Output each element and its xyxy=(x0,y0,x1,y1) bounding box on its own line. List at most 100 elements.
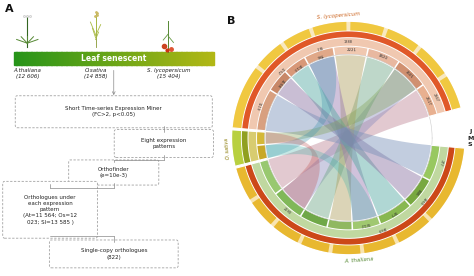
Bar xyxy=(36,52,39,65)
Bar xyxy=(86,52,89,65)
Bar xyxy=(114,52,117,65)
Bar xyxy=(164,52,167,65)
Text: 1460: 1460 xyxy=(418,195,427,205)
Bar xyxy=(201,52,204,65)
Polygon shape xyxy=(246,147,455,245)
Polygon shape xyxy=(283,29,311,49)
Text: S: S xyxy=(468,142,472,147)
Bar xyxy=(184,52,187,65)
Bar xyxy=(179,52,182,65)
Polygon shape xyxy=(232,130,244,166)
Bar xyxy=(91,52,94,65)
Polygon shape xyxy=(278,78,421,198)
Polygon shape xyxy=(423,145,439,179)
Bar xyxy=(49,52,52,65)
Polygon shape xyxy=(248,131,259,162)
Bar xyxy=(121,52,124,65)
Polygon shape xyxy=(271,72,290,94)
Polygon shape xyxy=(257,145,267,160)
Bar xyxy=(44,52,46,65)
Polygon shape xyxy=(426,147,464,219)
Polygon shape xyxy=(233,68,263,129)
FancyBboxPatch shape xyxy=(3,181,97,238)
Bar xyxy=(106,52,109,65)
Text: 5212: 5212 xyxy=(360,221,370,227)
Polygon shape xyxy=(252,146,448,238)
Polygon shape xyxy=(364,236,396,253)
Bar xyxy=(119,52,122,65)
Text: A.thaliana
(12 606): A.thaliana (12 606) xyxy=(13,68,41,79)
Polygon shape xyxy=(242,131,251,164)
Polygon shape xyxy=(301,210,328,227)
Bar xyxy=(21,52,24,65)
Polygon shape xyxy=(378,200,410,223)
Bar xyxy=(18,52,22,65)
Text: 277: 277 xyxy=(438,159,444,167)
Bar xyxy=(126,52,129,65)
Bar xyxy=(151,52,154,65)
Bar xyxy=(81,52,84,65)
Bar xyxy=(196,52,199,65)
Bar xyxy=(199,52,202,65)
Bar xyxy=(169,52,172,65)
Polygon shape xyxy=(265,132,320,208)
Bar xyxy=(209,52,212,65)
Polygon shape xyxy=(249,38,445,130)
Polygon shape xyxy=(265,69,415,144)
Bar xyxy=(141,52,144,65)
Polygon shape xyxy=(276,190,304,216)
Text: S. lycopersicum: S. lycopersicum xyxy=(316,12,360,20)
Bar xyxy=(64,52,67,65)
Bar xyxy=(26,52,29,65)
Text: J: J xyxy=(469,129,471,134)
Polygon shape xyxy=(266,95,431,176)
Bar xyxy=(182,52,184,65)
Text: O.sativa
(14 858): O.sativa (14 858) xyxy=(84,68,107,79)
Bar xyxy=(166,52,169,65)
Bar xyxy=(124,52,127,65)
Polygon shape xyxy=(236,147,464,254)
Polygon shape xyxy=(257,91,277,131)
Polygon shape xyxy=(274,220,301,242)
Polygon shape xyxy=(385,29,418,52)
Bar xyxy=(134,52,137,65)
Bar xyxy=(51,52,54,65)
Bar xyxy=(204,52,207,65)
Text: Eight expression
patterns: Eight expression patterns xyxy=(141,138,186,149)
Bar xyxy=(191,52,194,65)
Polygon shape xyxy=(268,91,428,188)
Bar xyxy=(156,52,159,65)
Polygon shape xyxy=(367,49,398,68)
Polygon shape xyxy=(306,57,393,218)
Text: 2517: 2517 xyxy=(424,96,432,106)
FancyBboxPatch shape xyxy=(114,129,213,157)
Bar xyxy=(116,52,119,65)
Polygon shape xyxy=(252,198,276,224)
Polygon shape xyxy=(439,76,461,110)
Bar xyxy=(61,52,64,65)
Bar xyxy=(176,52,179,65)
Text: 1119: 1119 xyxy=(255,100,262,110)
Bar xyxy=(161,52,164,65)
Polygon shape xyxy=(395,62,422,89)
Text: 1198: 1198 xyxy=(276,78,285,88)
Bar xyxy=(131,52,134,65)
Polygon shape xyxy=(328,220,352,229)
Polygon shape xyxy=(283,69,415,208)
Text: 2367: 2367 xyxy=(432,92,439,102)
Text: S. lycopersicum
(15 404): S. lycopersicum (15 404) xyxy=(146,68,190,79)
Text: 1513: 1513 xyxy=(292,63,302,72)
Polygon shape xyxy=(301,236,330,252)
Polygon shape xyxy=(266,145,377,221)
Text: 1501: 1501 xyxy=(404,70,414,80)
Text: Single-copy orthologues
(822): Single-copy orthologues (822) xyxy=(81,248,147,259)
Polygon shape xyxy=(332,245,361,254)
Text: 977: 977 xyxy=(389,209,398,217)
Bar xyxy=(41,52,44,65)
Text: A: A xyxy=(5,4,13,14)
Bar xyxy=(99,52,102,65)
Bar xyxy=(144,52,147,65)
Polygon shape xyxy=(233,22,461,129)
Bar xyxy=(94,52,97,65)
Polygon shape xyxy=(350,22,384,36)
